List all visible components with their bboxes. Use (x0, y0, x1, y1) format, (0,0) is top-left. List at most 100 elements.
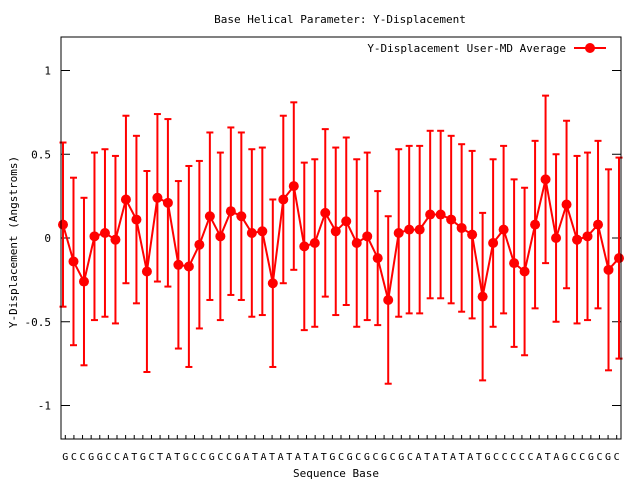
x-tick-label: G (329, 452, 335, 463)
x-tick-label: G (605, 452, 611, 463)
x-tick-label: C (217, 452, 223, 463)
x-tick-label: A (166, 452, 172, 463)
data-point (288, 181, 299, 192)
data-point (498, 224, 509, 235)
data-point (582, 231, 593, 242)
data-point (309, 238, 320, 249)
data-point (267, 278, 278, 289)
data-point (99, 227, 110, 238)
x-tick-label: G (88, 452, 94, 463)
y-tick-label: -0.5 (25, 316, 52, 329)
x-tick-label: T (252, 452, 258, 463)
x-tick-label: G (97, 452, 103, 463)
data-point (551, 233, 562, 243)
x-tick-label: C (579, 452, 585, 463)
x-tick-label: A (123, 452, 129, 463)
y-tick-label: 1 (44, 65, 51, 78)
x-tick-label: C (519, 452, 525, 463)
data-point (257, 226, 268, 237)
x-tick-label: T (459, 452, 465, 463)
chart-title: Base Helical Parameter: Y-Displacement (214, 13, 466, 26)
data-point (383, 294, 394, 305)
x-tick-label: C (148, 452, 154, 463)
data-point (467, 229, 478, 240)
x-tick-label: G (347, 452, 353, 463)
x-tick-label: C (71, 452, 77, 463)
data-point (89, 231, 100, 242)
data-point (225, 206, 236, 217)
data-point (446, 214, 457, 225)
x-tick-label: A (278, 452, 284, 463)
x-tick-label: C (200, 452, 206, 463)
x-tick-label: C (528, 452, 534, 463)
x-tick-label: C (80, 452, 86, 463)
x-tick-label: C (338, 452, 344, 463)
x-tick-label: T (476, 452, 482, 463)
data-point (414, 224, 425, 235)
x-tick-label: A (312, 452, 318, 463)
series-line (62, 179, 620, 301)
data-point (120, 194, 131, 205)
x-tick-label: G (209, 452, 215, 463)
x-tick-label: G (62, 452, 68, 463)
x-tick-label: T (174, 452, 180, 463)
x-tick-label: C (372, 452, 378, 463)
data-point (456, 222, 467, 233)
x-tick-label: T (545, 452, 551, 463)
legend-entry-label: Y-Displacement User-MD Average (367, 42, 566, 55)
data-point (299, 241, 310, 252)
x-tick-label: A (536, 452, 542, 463)
data-point (572, 234, 583, 245)
data-point (173, 259, 184, 270)
x-tick-label: T (424, 452, 430, 463)
x-tick-label: G (562, 452, 568, 463)
x-tick-label: C (226, 452, 232, 463)
data-point (320, 207, 331, 218)
x-tick-label: C (596, 452, 602, 463)
x-tick-label: G (364, 452, 370, 463)
x-tick-label: G (588, 452, 594, 463)
data-point (110, 234, 121, 245)
y-axis-label: Y-Displacement (Angstroms) (7, 156, 20, 328)
y-tick-label: 0.5 (31, 148, 51, 161)
data-point (236, 211, 247, 222)
x-tick-label: C (407, 452, 413, 463)
legend-swatch (574, 43, 606, 53)
data-point (330, 226, 341, 237)
x-tick-label: G (183, 452, 189, 463)
data-point (561, 199, 572, 210)
data-point (593, 219, 604, 230)
x-tick-label: C (355, 452, 361, 463)
x-tick-label: G (235, 452, 241, 463)
data-point (603, 264, 614, 275)
legend: Y-Displacement User-MD Average (367, 42, 606, 55)
data-point (58, 219, 68, 230)
x-tick-label: C (105, 452, 111, 463)
x-tick-label: C (510, 452, 516, 463)
x-tick-label: A (295, 452, 301, 463)
x-axis-label: Sequence Base (293, 467, 379, 480)
x-tick-label: C (571, 452, 577, 463)
y-tick-label: 0 (44, 232, 51, 245)
data-point (393, 227, 404, 238)
x-tick-label: A (553, 452, 559, 463)
x-tick-label: T (269, 452, 275, 463)
x-tick-label: T (304, 452, 310, 463)
data-point (215, 231, 226, 242)
data-point (362, 231, 373, 242)
data-series (58, 94, 624, 385)
data-point (351, 238, 362, 249)
data-point (183, 261, 194, 272)
data-point (78, 276, 89, 287)
x-tick-label: G (381, 452, 387, 463)
data-point (162, 197, 173, 208)
data-point (540, 174, 551, 185)
data-point (404, 224, 415, 235)
x-tick-label: T (441, 452, 447, 463)
data-point (278, 194, 289, 205)
x-tick-label: G (484, 452, 490, 463)
x-tick-label: T (286, 452, 292, 463)
data-point (614, 253, 624, 264)
